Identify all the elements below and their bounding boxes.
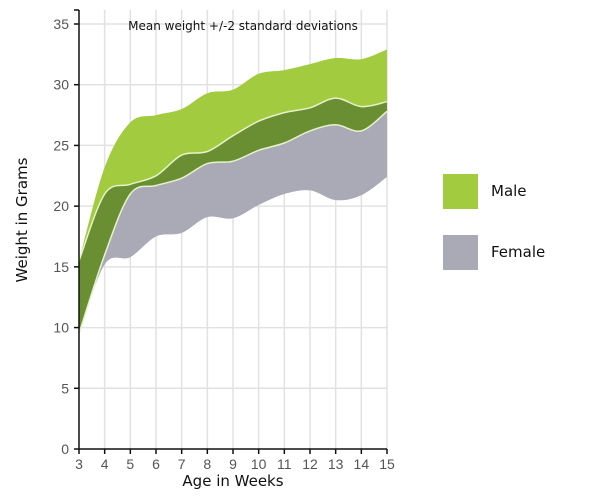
male-lower-edge (78, 110, 388, 334)
female-band (79, 98, 387, 334)
x-tick-label: 13 (328, 456, 344, 472)
legend-item-female: Female (443, 235, 603, 271)
y-tick-label: 20 (53, 198, 69, 214)
x-tick-label: 7 (178, 456, 186, 472)
x-tick-label: 11 (277, 456, 292, 472)
x-tick-label: 10 (251, 456, 267, 472)
axes: 0 5 10 15 20 25 30 35 3 4 5 6 7 8 9 10 11 12 13 14 15 (53, 9, 395, 472)
x-tick-label: 12 (302, 456, 318, 472)
y-tick-label: 0 (61, 441, 69, 457)
y-tick-label: 30 (53, 77, 69, 93)
x-tick-label: 8 (203, 456, 211, 472)
y-tick-label: 35 (53, 16, 69, 32)
x-tick-label: 5 (126, 456, 134, 472)
legend-swatch-male (443, 174, 478, 209)
bands (78, 49, 388, 334)
x-tick-label: 15 (379, 456, 395, 472)
legend-label-female: Female (491, 243, 546, 261)
legend-swatch-female (443, 235, 478, 270)
female-upper-edge (78, 97, 388, 262)
x-tick-label: 4 (101, 456, 109, 472)
y-tick-label: 25 (53, 137, 69, 153)
y-axis-title: Weight in Grams (13, 157, 31, 282)
y-tick-label: 15 (53, 259, 69, 275)
x-tick-label: 14 (354, 456, 370, 472)
x-tick-label: 9 (229, 456, 237, 472)
y-tick-label: 10 (53, 320, 69, 336)
legend-item-male: Male (443, 174, 603, 210)
legend-label-male: Male (491, 182, 527, 200)
x-tick-label: 6 (152, 456, 160, 472)
y-tick-label: 5 (61, 380, 69, 396)
x-axis-title: Age in Weeks (182, 472, 283, 490)
x-tick-label: 3 (75, 456, 83, 472)
chart-title: Mean weight +/-2 standard deviations (128, 19, 358, 33)
